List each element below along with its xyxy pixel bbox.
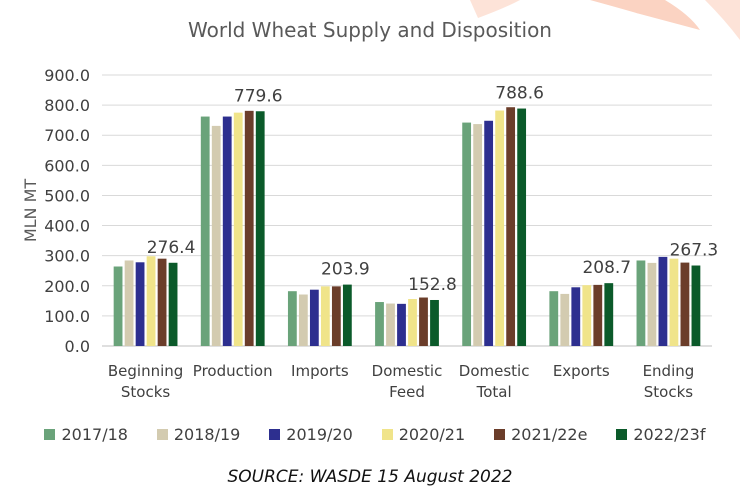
bar-chart: 0.0 100.0 200.0 300.0 400.0 500.0 600.0 700.0 80… — [21, 66, 719, 401]
bar — [211, 125, 221, 346]
chart-title: World Wheat Supply and Disposition — [188, 18, 552, 42]
bar — [680, 262, 690, 346]
legend-item: 2018/19 — [156, 425, 241, 444]
bar — [658, 256, 668, 346]
legend-label: 2017/18 — [61, 425, 128, 444]
bar — [604, 283, 614, 346]
y-tick-label: 0.0 — [65, 337, 90, 356]
bar — [200, 116, 210, 346]
y-tick-label: 700.0 — [44, 126, 90, 145]
legend-swatch — [381, 429, 393, 440]
bar — [375, 302, 384, 346]
legend-swatch — [494, 429, 506, 440]
bar — [560, 293, 570, 346]
data-label: 267.3 — [670, 241, 719, 261]
data-label: 779.6 — [234, 86, 283, 106]
legend-swatch — [156, 429, 168, 440]
bar — [157, 258, 167, 346]
legend-item: 2021/22e — [494, 425, 587, 444]
bar — [222, 116, 232, 346]
x-tick-label: Stocks — [121, 383, 171, 401]
legend-label: 2018/19 — [173, 425, 241, 444]
legend-item: 2017/18 — [44, 425, 128, 444]
data-label: 152.8 — [408, 275, 457, 295]
bar — [233, 112, 243, 346]
x-tick-label: Domestic — [459, 362, 530, 380]
source-note: SOURCE: WASDE 15 August 2022 — [227, 467, 513, 487]
y-tick-label: 200.0 — [44, 277, 90, 296]
bar — [506, 107, 516, 346]
data-label: 788.6 — [495, 84, 544, 104]
x-tick-label: Beginning — [108, 362, 183, 380]
x-tick-label: Domestic — [372, 362, 443, 380]
bar — [408, 299, 417, 346]
bar — [113, 266, 123, 346]
bar — [320, 286, 330, 346]
legend-label: 2019/20 — [286, 425, 353, 444]
bar — [146, 256, 156, 346]
bar — [636, 260, 646, 346]
chart-legend: 2017/18 2018/19 2019/20 2020/21 2021/22e 2022… — [30, 425, 720, 444]
y-tick-label: 300.0 — [44, 247, 90, 266]
x-tick-label: Exports — [553, 362, 610, 380]
y-tick-label: 800.0 — [44, 96, 90, 115]
bar — [309, 289, 319, 346]
bar — [495, 110, 505, 346]
bar — [669, 258, 679, 346]
legend-item: 2019/20 — [269, 425, 353, 444]
bar — [571, 287, 581, 346]
x-tick-label: Feed — [389, 383, 425, 401]
y-tick-label: 600.0 — [44, 156, 90, 175]
y-tick-label: 900.0 — [44, 66, 90, 85]
bar — [582, 285, 592, 346]
y-tick-label: 100.0 — [44, 307, 90, 326]
bar — [124, 260, 134, 346]
bar — [386, 303, 395, 346]
legend-item: 2020/21 — [381, 425, 466, 444]
legend-swatch — [269, 429, 281, 440]
legend-swatch — [616, 429, 628, 440]
bar — [549, 291, 559, 346]
bar — [168, 262, 178, 346]
bar — [287, 291, 297, 346]
legend-label: 2020/21 — [398, 425, 466, 444]
bar — [342, 284, 352, 346]
bar — [691, 265, 701, 346]
bar — [593, 284, 603, 346]
data-label: 276.4 — [147, 238, 196, 258]
x-tick-label: Stocks — [644, 383, 694, 401]
bar — [298, 294, 308, 346]
legend-swatch — [44, 429, 56, 440]
bar — [517, 108, 527, 346]
bar — [473, 124, 483, 346]
x-tick-label: Production — [193, 362, 273, 380]
y-tick-label: 400.0 — [44, 217, 90, 236]
bar — [397, 303, 406, 346]
bar — [484, 120, 494, 346]
bar — [647, 262, 657, 346]
bar — [135, 262, 145, 346]
bar — [419, 297, 428, 346]
bar — [430, 299, 439, 346]
x-tick-label: Imports — [291, 362, 349, 380]
y-axis-label: MLN MT — [21, 179, 40, 243]
x-tick-label: Total — [476, 383, 512, 401]
legend-label: 2021/22e — [511, 425, 588, 444]
data-label: 203.9 — [321, 260, 370, 280]
bar — [331, 286, 341, 346]
bar — [462, 122, 472, 346]
y-tick-label: 500.0 — [44, 186, 90, 205]
bar — [255, 111, 265, 346]
data-label: 208.7 — [582, 258, 631, 278]
x-tick-label: Ending — [643, 362, 695, 380]
bar — [244, 110, 254, 347]
legend-label: 2022/23f — [633, 425, 706, 444]
legend-item: 2022/23f — [616, 425, 705, 444]
